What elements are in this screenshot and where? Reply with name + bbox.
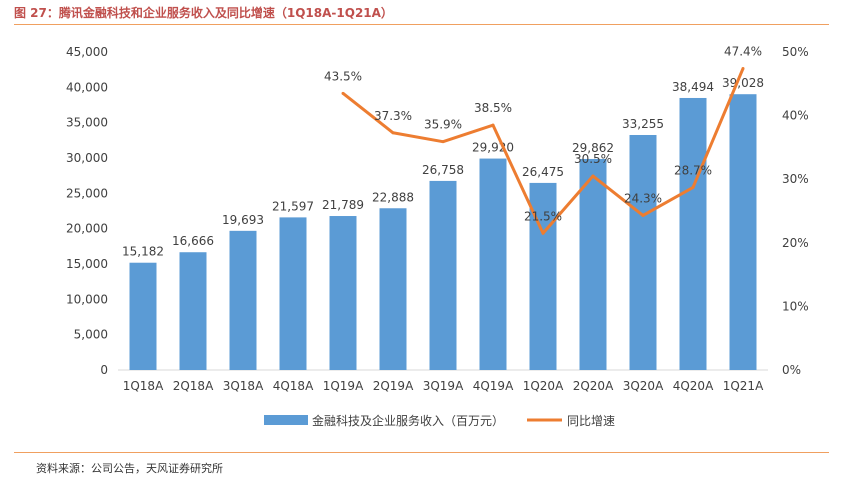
x-axis-tick-label: 2Q19A xyxy=(373,379,414,393)
x-axis-tick-label: 4Q18A xyxy=(273,379,314,393)
left-axis-tick-label: 20,000 xyxy=(66,222,108,236)
bar-value-label: 21,597 xyxy=(272,199,314,213)
left-axis-tick-label: 40,000 xyxy=(66,80,108,94)
bar-value-label: 29,862 xyxy=(572,141,614,155)
bar xyxy=(229,230,257,370)
growth-value-label: 24.3% xyxy=(624,191,662,205)
x-axis-tick-label: 4Q20A xyxy=(673,379,714,393)
growth-value-label: 37.3% xyxy=(374,109,412,123)
bar xyxy=(329,216,357,370)
x-axis-tick-label: 2Q20A xyxy=(573,379,614,393)
bar-value-label: 29,920 xyxy=(472,141,514,155)
bar-value-label: 22,888 xyxy=(372,190,414,204)
bar xyxy=(729,94,757,370)
growth-value-label: 28.7% xyxy=(674,163,712,177)
right-axis-tick-label: 40% xyxy=(782,109,809,123)
growth-point xyxy=(491,123,495,127)
legend-line-label: 同比增速 xyxy=(567,414,615,428)
bar xyxy=(429,180,457,370)
left-axis-tick-label: 0 xyxy=(100,363,108,377)
x-axis-tick-label: 4Q19A xyxy=(473,379,514,393)
growth-value-label: 38.5% xyxy=(474,101,512,115)
bar-value-label: 26,475 xyxy=(522,165,564,179)
x-axis-tick-label: 2Q18A xyxy=(173,379,214,393)
source-divider xyxy=(14,452,829,453)
growth-value-label: 43.5% xyxy=(324,69,362,83)
growth-value-label: 21.5% xyxy=(524,209,562,223)
bar xyxy=(129,262,157,370)
right-axis-tick-label: 50% xyxy=(782,45,809,59)
bar-value-label: 19,693 xyxy=(222,213,264,227)
x-axis-tick-label: 1Q21A xyxy=(723,379,764,393)
bar xyxy=(479,158,507,370)
growth-point xyxy=(691,185,695,189)
x-axis-tick-label: 3Q19A xyxy=(423,379,464,393)
growth-point xyxy=(741,67,745,71)
growth-point xyxy=(591,174,595,178)
bar xyxy=(279,217,307,370)
bar xyxy=(679,97,707,370)
right-axis-tick-label: 20% xyxy=(782,236,809,250)
growth-value-label: 47.4% xyxy=(724,45,762,59)
legend-bar-label: 金融科技及企业服务收入（百万元） xyxy=(312,413,504,428)
x-axis-tick-label: 3Q18A xyxy=(223,379,264,393)
growth-point xyxy=(541,231,545,235)
left-axis-tick-label: 25,000 xyxy=(66,186,108,200)
growth-point xyxy=(341,91,345,95)
bar-value-label: 15,182 xyxy=(122,245,164,259)
right-axis-tick-label: 10% xyxy=(782,299,809,313)
title-divider xyxy=(14,24,829,25)
bar-value-label: 26,758 xyxy=(422,163,464,177)
bar-value-label: 38,494 xyxy=(672,80,714,94)
x-axis-tick-label: 3Q20A xyxy=(623,379,664,393)
bar xyxy=(579,158,607,370)
bar-value-label: 16,666 xyxy=(172,234,214,248)
left-axis-tick-label: 5,000 xyxy=(74,328,108,342)
bar xyxy=(179,252,207,370)
bar-value-label: 39,028 xyxy=(722,76,764,90)
left-axis-tick-label: 10,000 xyxy=(66,292,108,306)
source-note: 资料来源：公司公告，天风证券研究所 xyxy=(36,462,223,475)
growth-point xyxy=(641,213,645,217)
legend-bar-swatch xyxy=(264,415,308,425)
left-axis-tick-label: 35,000 xyxy=(66,116,108,130)
bar-value-label: 33,255 xyxy=(622,117,664,131)
growth-point xyxy=(391,131,395,135)
growth-value-label: 35.9% xyxy=(424,118,462,132)
right-axis-tick-label: 30% xyxy=(782,172,809,186)
x-axis-tick-label: 1Q20A xyxy=(523,379,564,393)
right-axis-tick-label: 0% xyxy=(782,363,801,377)
growth-point xyxy=(441,140,445,144)
x-axis-tick-label: 1Q18A xyxy=(123,379,164,393)
bar xyxy=(379,208,407,370)
left-axis-tick-label: 30,000 xyxy=(66,151,108,165)
x-axis-tick-label: 1Q19A xyxy=(323,379,364,393)
left-axis-tick-label: 45,000 xyxy=(66,45,108,59)
figure-title: 图 27：腾讯金融科技和企业服务收入及同比增速（1Q18A-1Q21A） xyxy=(14,6,393,20)
growth-value-label: 30.5% xyxy=(574,152,612,166)
left-axis-tick-label: 15,000 xyxy=(66,257,108,271)
bar xyxy=(629,134,657,370)
bar-value-label: 21,789 xyxy=(322,198,364,212)
